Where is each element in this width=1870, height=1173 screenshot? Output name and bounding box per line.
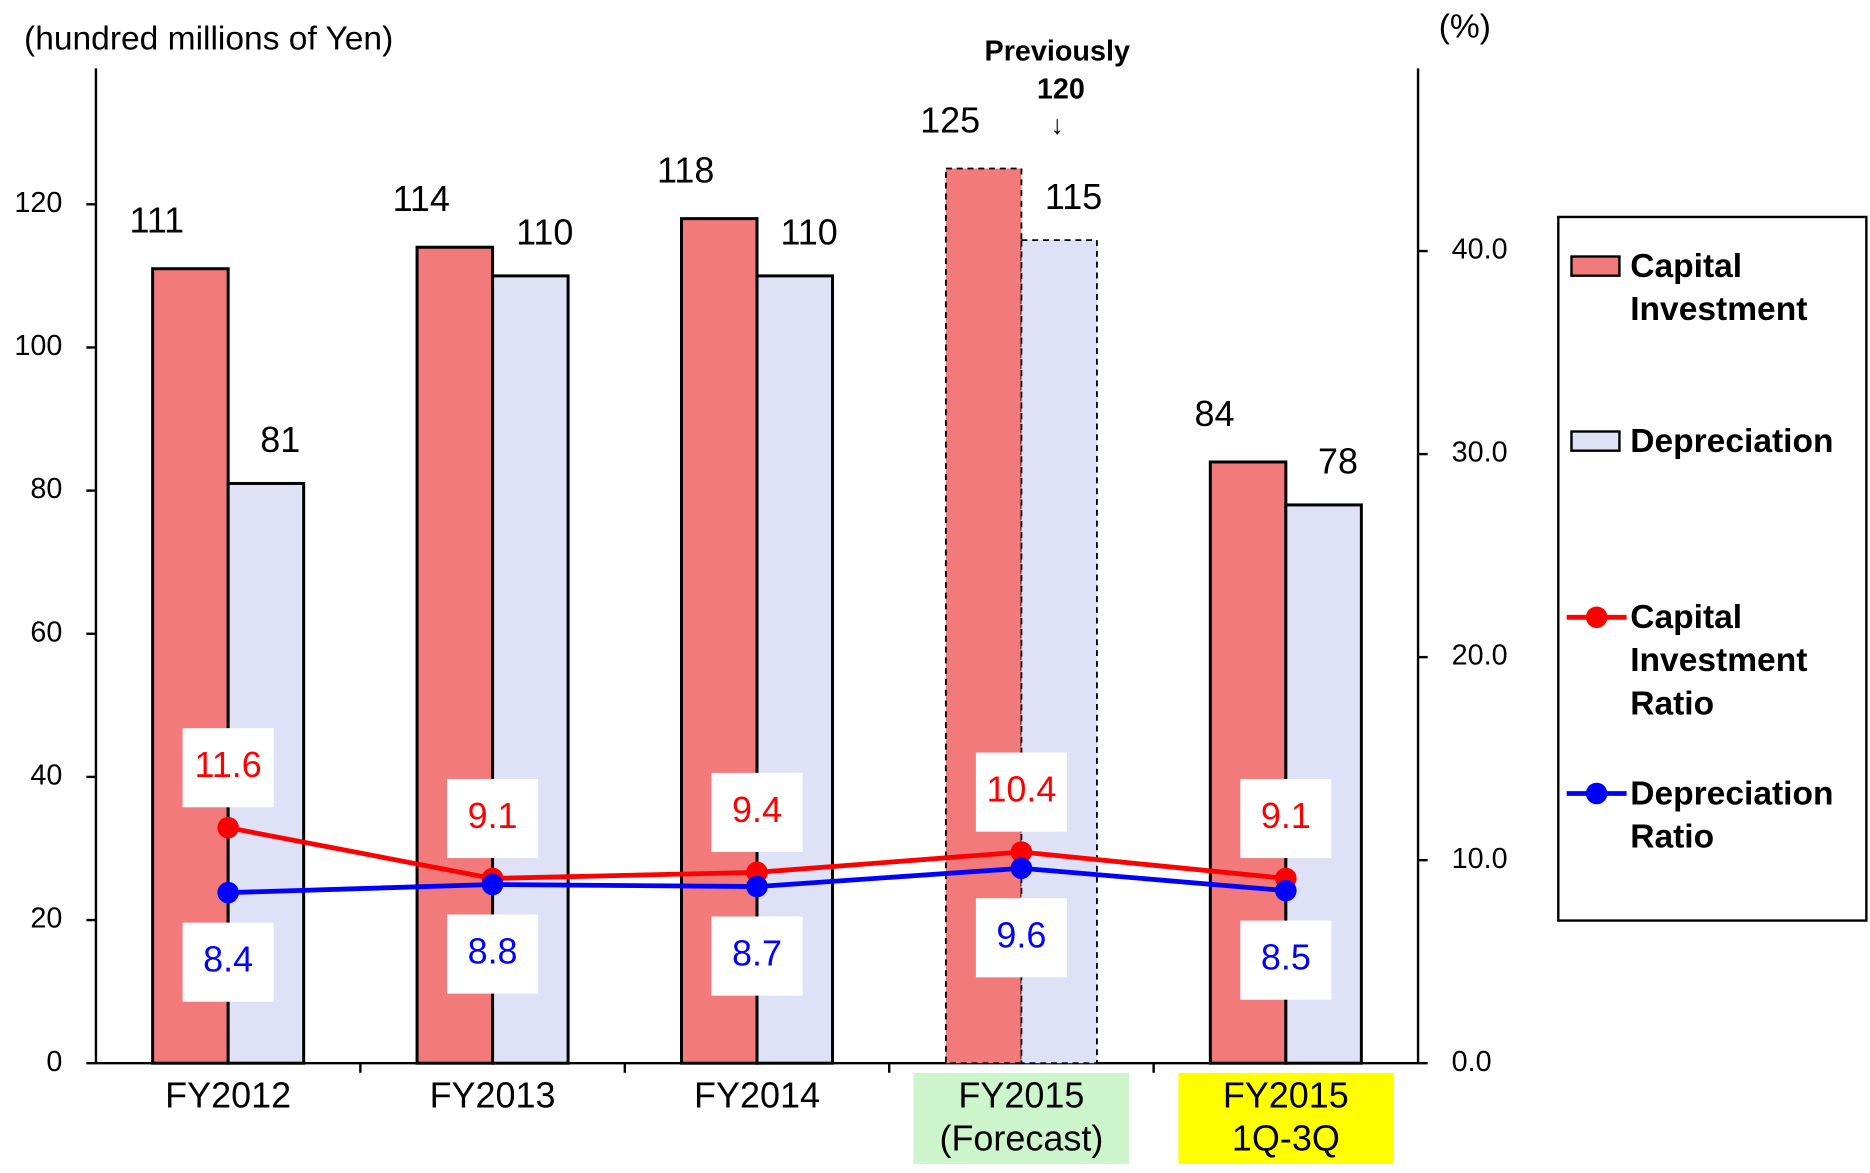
legend-label: Capital Investment <box>1630 246 1808 328</box>
x-tick-label: FY2015 1Q-3Q <box>1177 1072 1394 1164</box>
line-point <box>481 873 504 896</box>
y-tick-label: 80 <box>30 473 62 505</box>
legend-box <box>1557 215 1868 922</box>
line-point <box>1010 857 1033 880</box>
y2-tick-label: 40.0 <box>1452 234 1508 266</box>
value-label-bg <box>182 922 274 1002</box>
annotation: 120 <box>1037 74 1085 106</box>
line-value-label: 9.6 <box>996 914 1046 955</box>
x-tick-label: FY2014 <box>694 1076 820 1116</box>
line-value-label: 11.6 <box>195 744 262 785</box>
y2-axis-label: (%) <box>1439 9 1491 46</box>
x-tick-label: FY2013 <box>429 1076 556 1116</box>
line-point <box>1275 879 1297 902</box>
bar-value-label: 110 <box>516 212 573 253</box>
y-axis-label: (hundred millions of Yen) <box>24 21 393 58</box>
x-tick-label-box: FY2012 <box>165 1076 292 1116</box>
value-label-bg <box>1240 920 1332 1000</box>
legend-label-box: Capital Investment <box>1630 246 1808 328</box>
legend-label-box: Capital Investment Ratio <box>1630 598 1808 722</box>
legend-label-box: Depreciation Ratio <box>1630 774 1834 855</box>
legend-swatch <box>1570 430 1621 452</box>
legend-swatch <box>1585 606 1608 629</box>
bar-value-label: 111 <box>130 200 185 241</box>
annotation: ↓ <box>1051 110 1064 140</box>
legend-label-box: Depreciation <box>1630 421 1834 460</box>
y-tick-label: 0 <box>46 1046 62 1078</box>
bar-value-label: 84 <box>1195 393 1235 434</box>
y2-tick-label: 0.0 <box>1452 1046 1492 1078</box>
bar-value-label: 110 <box>780 212 837 253</box>
value-label-bg <box>447 778 539 859</box>
y-tick-label: 20 <box>30 903 62 935</box>
bar-value-label: 125 <box>920 99 980 140</box>
legend-label: Depreciation <box>1630 421 1834 460</box>
line-point <box>1010 841 1033 863</box>
value-label-bg <box>447 914 539 994</box>
legend-swatch <box>1570 255 1621 277</box>
line-value-label: 9.1 <box>1261 795 1311 836</box>
value-label-bg <box>711 916 803 996</box>
line-value-label: 8.5 <box>1261 937 1311 978</box>
bar-value-label: 78 <box>1318 441 1358 482</box>
x-tick-label-box: FY2014 <box>694 1076 820 1116</box>
value-label-bg <box>711 772 803 852</box>
line-value-label: 9.1 <box>468 795 518 836</box>
x-tick-label: FY2015 (Forecast) <box>913 1072 1130 1164</box>
y-tick-label: 60 <box>30 616 62 648</box>
x-tick-label-box: FY2015 1Q-3Q <box>1177 1072 1394 1164</box>
x-tick-label-box: FY2015 (Forecast) <box>913 1072 1130 1164</box>
value-label-bg <box>1240 778 1332 859</box>
legend-swatch <box>1585 782 1608 805</box>
bar-value-label: 118 <box>657 150 714 191</box>
y2-tick-label: 10.0 <box>1452 843 1508 875</box>
line-point <box>746 875 768 898</box>
line-value-label: 10.4 <box>986 769 1056 810</box>
bar-value-label: 115 <box>1045 176 1102 217</box>
y-tick-label: 120 <box>14 187 62 219</box>
line-value-label: 8.4 <box>203 939 253 980</box>
line-value-label: 8.8 <box>468 931 518 972</box>
x-tick-label-box: FY2013 <box>429 1076 556 1116</box>
legend-label: Depreciation Ratio <box>1630 774 1834 855</box>
line-point <box>217 881 239 904</box>
line-value-label: 8.7 <box>732 933 782 974</box>
value-label-bg <box>975 752 1067 832</box>
y-tick-label: 40 <box>30 760 62 792</box>
y2-tick-label: 20.0 <box>1452 640 1508 672</box>
bar-value-label: 81 <box>260 419 300 460</box>
x-tick-label: FY2012 <box>165 1076 292 1116</box>
bar-value-label: 114 <box>393 178 450 219</box>
value-label-bg <box>182 728 274 808</box>
y-tick-label: 100 <box>14 330 62 362</box>
y2-tick-label: 30.0 <box>1452 437 1508 469</box>
value-label-bg <box>975 898 1067 978</box>
line-point <box>217 816 239 839</box>
annotation: Previously <box>985 35 1130 67</box>
line-value-label: 9.4 <box>732 789 782 830</box>
legend-label: Capital Investment Ratio <box>1630 598 1808 722</box>
